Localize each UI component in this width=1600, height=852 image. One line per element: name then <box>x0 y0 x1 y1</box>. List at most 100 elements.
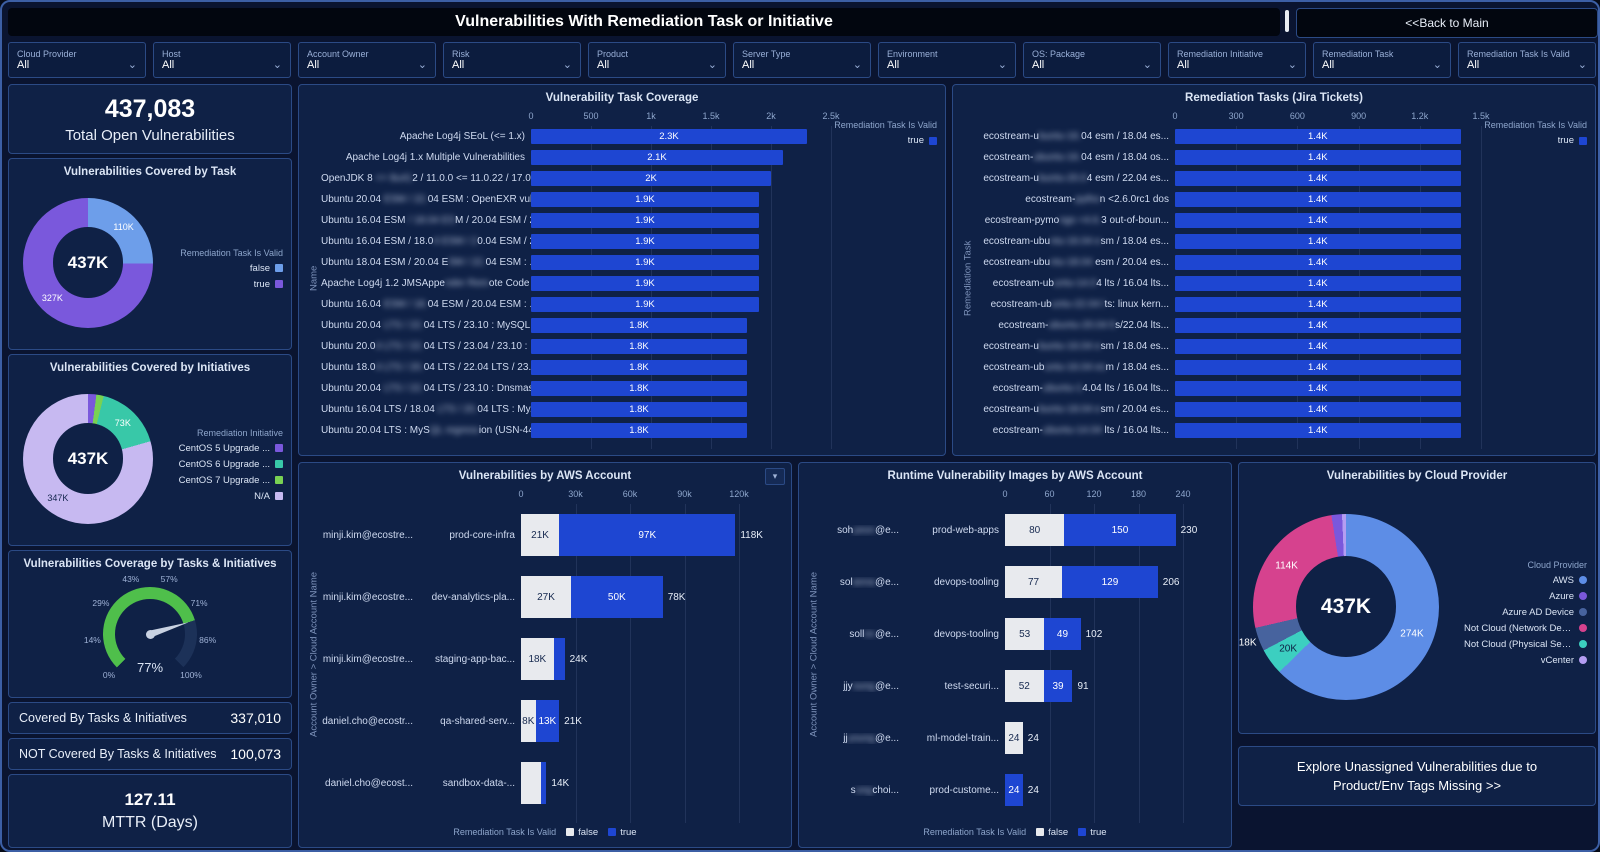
filter-cloud-provider[interactable]: Cloud Provider All ⌄ <box>8 42 146 78</box>
bar-segment-false[interactable]: 24 <box>1005 722 1023 754</box>
bar-segment-false[interactable]: 53 <box>1005 618 1045 650</box>
bar[interactable]: 1.8K <box>531 359 747 376</box>
legend-item: false <box>157 263 283 274</box>
category-label: Ubuntu 16.04 ESM / 18.04 ESM / 20.04 ESM… <box>321 215 531 226</box>
filter-remediation-task[interactable]: Remediation Task All ⌄ <box>1313 42 1451 78</box>
filter-product[interactable]: Product All ⌄ <box>588 42 726 78</box>
bar[interactable]: 1.4K <box>1175 338 1461 355</box>
bar-segment-false[interactable]: 18K <box>521 638 554 680</box>
scrollbar[interactable] <box>1285 10 1289 32</box>
bar-segment-true[interactable] <box>540 762 547 804</box>
bar[interactable]: 1.4K <box>1175 170 1461 187</box>
bar-value-label: 1.4K <box>1308 382 1328 394</box>
bar[interactable]: 1.4K <box>1175 296 1461 313</box>
bar[interactable]: 1.8K <box>531 317 747 334</box>
bar-segment-false[interactable]: 77 <box>1005 566 1063 598</box>
bar-segment-false[interactable]: 52 <box>1005 670 1044 702</box>
gridline <box>771 126 772 449</box>
bar-segment-true[interactable]: 39 <box>1043 670 1073 702</box>
bar[interactable]: 1.4K <box>1175 317 1461 334</box>
bar[interactable]: 1.8K <box>531 401 747 418</box>
back-to-main-button[interactable]: <<Back to Main <box>1296 8 1598 38</box>
bar-segment-true[interactable]: 150 <box>1064 514 1176 546</box>
bar-segment-true[interactable]: 50K <box>570 576 663 618</box>
x-axis-tick: 0 <box>528 111 534 121</box>
bar-value-label: 1.4K <box>1308 193 1328 205</box>
bar-segment-false[interactable]: 80 <box>1005 514 1065 546</box>
bar[interactable]: 1.4K <box>1175 191 1461 208</box>
donut-chart[interactable]: 437K 274K 20K 18K 114K <box>1239 513 1439 700</box>
filter-value: All <box>452 59 465 71</box>
bar[interactable]: 1.4K <box>1175 359 1461 376</box>
bar[interactable]: 1.4K <box>1175 149 1461 166</box>
bar[interactable]: 1.9K <box>531 275 759 292</box>
bar[interactable]: 1.4K <box>1175 380 1461 397</box>
bar[interactable]: 2.3K <box>531 128 807 145</box>
bar[interactable]: 2K <box>531 170 771 187</box>
bar[interactable]: 1.4K <box>1175 233 1461 250</box>
bar-segment-true[interactable]: 97K <box>559 514 736 556</box>
legend: Remediation Task Is Valid true <box>831 108 937 449</box>
filter-risk[interactable]: Risk All ⌄ <box>443 42 581 78</box>
legend-swatch <box>275 444 283 452</box>
bar[interactable]: 1.4K <box>1175 401 1461 418</box>
bar[interactable]: 1.9K <box>531 233 759 250</box>
bar-value-label: 1.4K <box>1308 424 1328 436</box>
bar[interactable]: 1.4K <box>1175 254 1461 271</box>
panel-vulns-covered-by-initiatives: Vulnerabilities Covered by Initiatives 4… <box>8 354 292 546</box>
bar-segment-false[interactable]: 27K <box>521 576 571 618</box>
legend-title: Cloud Provider <box>1527 559 1587 570</box>
chevron-down-icon: ⌄ <box>852 59 862 71</box>
panel-menu-button[interactable]: ▾ <box>765 468 785 485</box>
category-label: Ubuntu 16.04 ESM / 18.04 ESM / 20.04 ESM… <box>321 236 531 247</box>
bar-segment-false[interactable] <box>521 762 541 804</box>
bar[interactable]: 1.9K <box>531 254 759 271</box>
legend-item: AWS <box>1443 575 1587 586</box>
bar[interactable]: 2.1K <box>531 149 783 166</box>
explore-unassigned-link[interactable]: Explore Unassigned Vulnerabilities due t… <box>1296 758 1538 794</box>
donut-chart[interactable]: 437K 73K 347K <box>23 393 153 524</box>
bar-segment-false[interactable]: 21K <box>521 514 560 556</box>
bar-segment-true[interactable]: 129 <box>1062 566 1158 598</box>
bar[interactable]: 1.9K <box>531 296 759 313</box>
bar[interactable]: 1.9K <box>531 212 759 229</box>
bar-row: 1.4K <box>1175 231 1481 252</box>
bar-total-label: 78K <box>667 591 686 603</box>
bar[interactable]: 1.4K <box>1175 422 1461 439</box>
bar-segment-true[interactable] <box>553 638 565 680</box>
bar-segment-true[interactable]: 49 <box>1044 618 1081 650</box>
gauge-tick-label: 0% <box>102 670 116 680</box>
vulnerability-task-coverage-chart: Name Apache Log4j SEoL (<= 1.x) Apache Log… <box>307 108 937 449</box>
bar[interactable]: 1.8K <box>531 380 747 397</box>
filter-remediation-task-is-valid[interactable]: Remediation Task Is Valid All ⌄ <box>1458 42 1596 78</box>
bar-total-label: 14K <box>551 777 570 789</box>
filter-remediation-initiative[interactable]: Remediation Initiative All ⌄ <box>1168 42 1306 78</box>
legend: Remediation Task Is Valid false true <box>807 823 1223 841</box>
filter-account-owner[interactable]: Account Owner All ⌄ <box>298 42 436 78</box>
category-label: ecostream-ubuntu-16.04 esm / 18.04 es... <box>983 236 1169 247</box>
filter-server-type[interactable]: Server Type All ⌄ <box>733 42 871 78</box>
category-label: minji.kim@ecostre... prod-core-infra <box>321 504 521 566</box>
category-label: Apache Log4j SEoL (<= 1.x) <box>399 131 525 142</box>
bar[interactable]: 1.4K <box>1175 275 1461 292</box>
donut-chart[interactable]: 437K 110K 327K <box>23 197 153 328</box>
legend: Cloud Provider AWS Azure Azure AD Device Not… <box>1439 548 1587 666</box>
bar[interactable]: 1.4K <box>1175 212 1461 229</box>
filter-label: Remediation Task <box>1322 49 1394 59</box>
bar[interactable]: 1.8K <box>531 338 747 355</box>
bar-segment-true[interactable]: 13K <box>535 700 560 742</box>
bar[interactable]: 1.9K <box>531 191 759 208</box>
bar[interactable]: 1.4K <box>1175 128 1461 145</box>
legend-item: N/A <box>157 491 283 502</box>
bar-segment-true[interactable]: 24 <box>1005 774 1023 806</box>
owner-label: minji.kim@ecostre... <box>322 591 413 603</box>
filter-host[interactable]: Host All ⌄ <box>153 42 291 78</box>
bar-segment-false[interactable]: 8K <box>521 700 536 742</box>
filter-os-package[interactable]: OS: Package All ⌄ <box>1023 42 1161 78</box>
bar[interactable]: 1.8K <box>531 422 747 439</box>
owner-label: daniel.cho@ecost... <box>325 777 413 789</box>
filter-environment[interactable]: Environment All ⌄ <box>878 42 1016 78</box>
category-label: Ubuntu 20.04 ESM / 22.04 ESM : OpenEXR v… <box>321 194 531 205</box>
bar-row: 1.8K <box>531 336 831 357</box>
gridline <box>684 504 686 823</box>
